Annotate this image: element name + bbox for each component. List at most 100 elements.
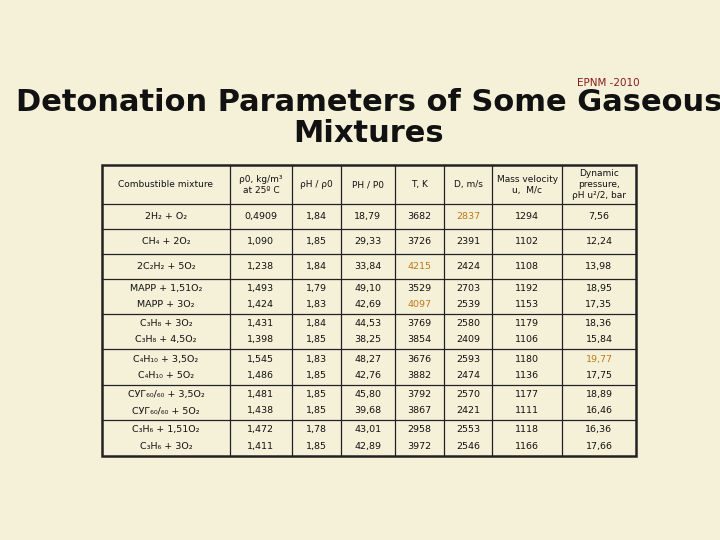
- Text: 2570: 2570: [456, 390, 480, 399]
- Text: 19,77: 19,77: [585, 355, 613, 363]
- Text: 1,85: 1,85: [306, 237, 327, 246]
- Text: 0,4909: 0,4909: [244, 212, 277, 221]
- Text: Mass velocity
u,  M/c: Mass velocity u, M/c: [497, 175, 558, 195]
- Text: 2H₂ + O₂: 2H₂ + O₂: [145, 212, 187, 221]
- Text: 1180: 1180: [516, 355, 539, 363]
- Text: 1177: 1177: [516, 390, 539, 399]
- Text: 1,472: 1,472: [248, 426, 274, 434]
- Text: 1,493: 1,493: [247, 284, 274, 293]
- Text: Combustible mixture: Combustible mixture: [119, 180, 214, 190]
- Text: 2837: 2837: [456, 212, 480, 221]
- Text: 44,53: 44,53: [354, 319, 382, 328]
- Text: 3676: 3676: [408, 355, 431, 363]
- Text: 1,398: 1,398: [247, 335, 274, 345]
- Text: 42,69: 42,69: [354, 300, 382, 309]
- Text: MAPP + 3O₂: MAPP + 3O₂: [138, 300, 194, 309]
- Text: 1,431: 1,431: [247, 319, 274, 328]
- Text: Dynamic
pressure,
ρH u²/2, bar: Dynamic pressure, ρH u²/2, bar: [572, 170, 626, 200]
- Text: 1106: 1106: [516, 335, 539, 345]
- Text: 39,68: 39,68: [354, 406, 382, 415]
- Text: 1111: 1111: [516, 406, 539, 415]
- Text: 12,24: 12,24: [585, 237, 613, 246]
- Text: 1,85: 1,85: [306, 390, 327, 399]
- Text: 1166: 1166: [516, 442, 539, 450]
- Text: 1,84: 1,84: [306, 212, 327, 221]
- Text: 3972: 3972: [408, 442, 431, 450]
- Text: CH₄ + 2O₂: CH₄ + 2O₂: [142, 237, 190, 246]
- Text: 7,56: 7,56: [588, 212, 609, 221]
- Text: T, K: T, K: [411, 180, 428, 190]
- Text: 17,66: 17,66: [585, 442, 613, 450]
- Text: 29,33: 29,33: [354, 237, 382, 246]
- Text: ρH / ρ0: ρH / ρ0: [300, 180, 333, 190]
- Text: 1,545: 1,545: [248, 355, 274, 363]
- Text: 3867: 3867: [408, 406, 431, 415]
- Text: Mixtures: Mixtures: [294, 119, 444, 148]
- Text: 1,85: 1,85: [306, 406, 327, 415]
- Text: C₄H₁₀ + 5O₂: C₄H₁₀ + 5O₂: [138, 371, 194, 380]
- Text: 2703: 2703: [456, 284, 480, 293]
- Text: C₃H₆ + 3O₂: C₃H₆ + 3O₂: [140, 442, 192, 450]
- Text: PH / P0: PH / P0: [352, 180, 384, 190]
- Text: 49,10: 49,10: [354, 284, 382, 293]
- Text: 1192: 1192: [516, 284, 539, 293]
- Text: EPNM -2010: EPNM -2010: [577, 78, 639, 88]
- Text: 48,27: 48,27: [354, 355, 382, 363]
- Text: 33,84: 33,84: [354, 262, 382, 271]
- Text: C₄H₁₀ + 3,5O₂: C₄H₁₀ + 3,5O₂: [133, 355, 199, 363]
- Text: 1,85: 1,85: [306, 335, 327, 345]
- Text: C₃H₈ + 3O₂: C₃H₈ + 3O₂: [140, 319, 192, 328]
- Text: Detonation Parameters of Some Gaseous: Detonation Parameters of Some Gaseous: [16, 87, 720, 117]
- Text: 1,85: 1,85: [306, 442, 327, 450]
- Text: 1,090: 1,090: [248, 237, 274, 246]
- Text: 1,83: 1,83: [306, 355, 327, 363]
- Text: 43,01: 43,01: [354, 426, 382, 434]
- Text: 16,46: 16,46: [585, 406, 613, 415]
- Text: 1,238: 1,238: [247, 262, 274, 271]
- Text: ρ0, kg/m³
at 25º C: ρ0, kg/m³ at 25º C: [239, 175, 282, 195]
- Text: СУГ₆₀/₆₀ + 3,5O₂: СУГ₆₀/₆₀ + 3,5O₂: [127, 390, 204, 399]
- Text: 13,98: 13,98: [585, 262, 613, 271]
- Text: 2546: 2546: [456, 442, 480, 450]
- Text: 45,80: 45,80: [354, 390, 382, 399]
- Text: 1,424: 1,424: [248, 300, 274, 309]
- Text: СУГ₆₀/₆₀ + 5O₂: СУГ₆₀/₆₀ + 5O₂: [132, 406, 200, 415]
- Text: 2958: 2958: [408, 426, 431, 434]
- Text: 2C₂H₂ + 5O₂: 2C₂H₂ + 5O₂: [137, 262, 195, 271]
- Text: 1,79: 1,79: [306, 284, 327, 293]
- Text: 1179: 1179: [516, 319, 539, 328]
- Text: 17,75: 17,75: [585, 371, 613, 380]
- Text: 2539: 2539: [456, 300, 480, 309]
- Text: 2409: 2409: [456, 335, 480, 345]
- Text: 18,36: 18,36: [585, 319, 613, 328]
- Text: 18,89: 18,89: [585, 390, 613, 399]
- Text: 3882: 3882: [408, 371, 431, 380]
- Text: 2593: 2593: [456, 355, 480, 363]
- Text: 4097: 4097: [408, 300, 431, 309]
- Text: 42,89: 42,89: [354, 442, 382, 450]
- Text: 2580: 2580: [456, 319, 480, 328]
- Text: 1,411: 1,411: [248, 442, 274, 450]
- Text: 3726: 3726: [408, 237, 431, 246]
- Text: 1,438: 1,438: [247, 406, 274, 415]
- Text: 18,95: 18,95: [585, 284, 613, 293]
- Text: 2474: 2474: [456, 371, 480, 380]
- Text: 3529: 3529: [408, 284, 431, 293]
- Text: 17,35: 17,35: [585, 300, 613, 309]
- Text: 1,85: 1,85: [306, 371, 327, 380]
- Text: 1153: 1153: [516, 300, 539, 309]
- Text: C₃H₆ + 1,51O₂: C₃H₆ + 1,51O₂: [132, 426, 199, 434]
- Text: 4215: 4215: [408, 262, 431, 271]
- Text: 42,76: 42,76: [354, 371, 382, 380]
- Text: 2421: 2421: [456, 406, 480, 415]
- Text: 1,84: 1,84: [306, 262, 327, 271]
- Text: 1,83: 1,83: [306, 300, 327, 309]
- Text: 1294: 1294: [516, 212, 539, 221]
- Text: 1,486: 1,486: [248, 371, 274, 380]
- Text: 18,79: 18,79: [354, 212, 382, 221]
- Text: 3769: 3769: [408, 319, 431, 328]
- Text: 3854: 3854: [408, 335, 431, 345]
- Text: 1102: 1102: [516, 237, 539, 246]
- Text: D, m/s: D, m/s: [454, 180, 482, 190]
- Text: 3792: 3792: [408, 390, 431, 399]
